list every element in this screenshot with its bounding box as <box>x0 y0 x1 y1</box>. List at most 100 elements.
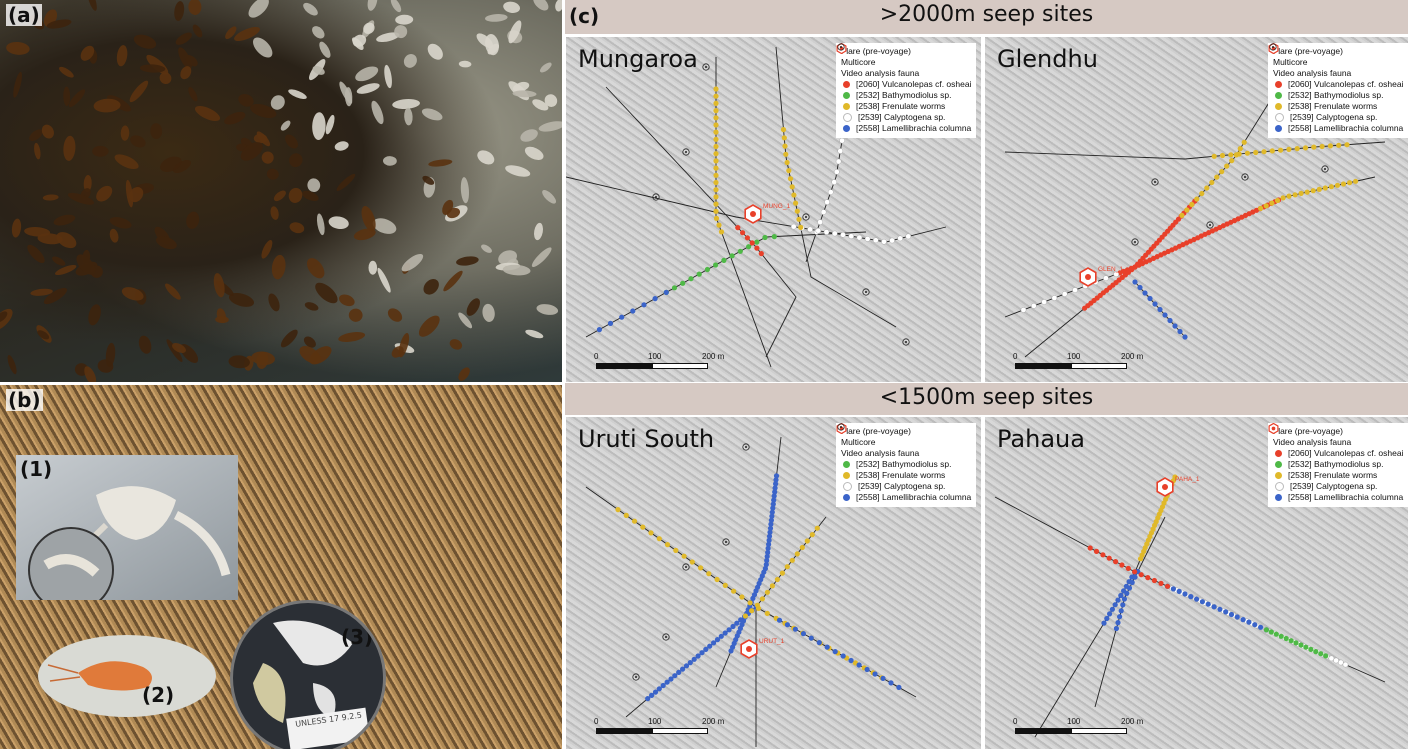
fauna-observation-calyptogena <box>817 219 823 225</box>
fauna-observation-vulcanolepas <box>1119 562 1125 568</box>
fauna-observation-lamellibrachia <box>1199 599 1205 605</box>
multicore-marker <box>702 63 710 71</box>
fauna-observation-frenulate <box>1336 142 1342 148</box>
fauna-observation-frenulate <box>673 547 679 553</box>
fauna-observation-calyptogena <box>872 237 879 244</box>
legend-fauna-label: [2558] Lamellibrachia columna <box>1288 123 1404 133</box>
fauna-observation-vulcanolepas <box>1087 545 1093 551</box>
fauna-observation-bathymodiolus <box>1263 627 1269 633</box>
flare-icon <box>1268 423 1279 434</box>
multicore-marker <box>1151 178 1159 186</box>
fauna-observation-calyptogena <box>1337 659 1344 666</box>
inset-2-shrimp: (2) <box>38 635 216 717</box>
fauna-observation-frenulate <box>1286 193 1292 199</box>
fauna-observation-calyptogena <box>815 227 822 234</box>
fauna-observation-bathymodiolus <box>688 276 694 282</box>
inset-3-sample-jar: UNLESS 17 9.2.5 (3) <box>230 600 386 749</box>
survey-track <box>625 516 827 718</box>
fauna-observation-calyptogena <box>820 209 827 215</box>
fauna-observation-frenulate <box>713 86 719 92</box>
fauna-observation-lamellibrachia <box>772 489 778 495</box>
fauna-observation-lamellibrachia <box>1124 590 1130 596</box>
fauna-observation-vulcanolepas <box>1113 559 1119 565</box>
fauna-observation-frenulate <box>716 222 722 228</box>
fauna-observation-vulcanolepas <box>1100 552 1106 558</box>
fauna-observation-lamellibrachia <box>766 533 773 539</box>
fauna-observation-calyptogena <box>831 179 838 185</box>
flare-marker: GLEN_1 <box>1079 266 1123 287</box>
scale-bar-white <box>1071 728 1127 734</box>
crab-specimen <box>28 486 231 600</box>
fauna-observation-lamellibrachia <box>652 689 659 695</box>
map-uruti-south: URUT_1 Uruti South Flare (pre-voyage) Multi… <box>566 417 981 749</box>
legend-fauna-label: [2532] Bathymodiolus sp. <box>1288 90 1384 100</box>
fauna-observation-frenulate <box>713 93 719 99</box>
multicore-marker <box>722 538 730 546</box>
fauna-observation-lamellibrachia <box>641 302 647 308</box>
fauna-observation-frenulate <box>1211 153 1217 159</box>
fauna-observation-frenulate <box>713 201 719 207</box>
scale-tick-200: 200 m <box>702 717 725 726</box>
fauna-observation-lamellibrachia <box>1157 306 1163 313</box>
fauna-observation-lamellibrachia <box>1205 601 1211 607</box>
fauna-observation-lamellibrachia <box>856 662 862 668</box>
survey-track <box>585 486 917 698</box>
scale-tick-100: 100 <box>648 717 662 726</box>
legend-fauna-row: [2532] Bathymodiolus sp. <box>1273 459 1403 470</box>
fauna-observation-lamellibrachia <box>1107 611 1113 617</box>
fauna-observation-frenulate <box>713 187 719 193</box>
fauna-observation-frenulate <box>1263 203 1269 209</box>
legend-fauna-label: [2558] Lamellibrachia columna <box>856 492 972 502</box>
legend-dot-frenulate <box>843 103 850 110</box>
fauna-observation-lamellibrachia <box>1240 617 1246 623</box>
fauna-observation-lamellibrachia <box>766 537 772 543</box>
fauna-observation-calyptogena <box>1103 275 1109 281</box>
legend-dot-frenulate <box>1275 103 1282 110</box>
fauna-observation-lamellibrachia <box>699 650 705 656</box>
fauna-observation-lamellibrachia <box>695 653 701 659</box>
fauna-observation-frenulate <box>1304 189 1310 195</box>
fauna-observation-lamellibrachia <box>649 692 655 698</box>
map-glendhu: GLEN_1 Glendhu Flare (pre-voyage) Multicore… <box>985 37 1408 382</box>
flare-label: MUNG_1 <box>763 203 790 210</box>
fauna-observation-lamellibrachia <box>1176 588 1182 594</box>
fauna-observation-frenulate <box>780 127 787 133</box>
fauna-observation-lamellibrachia <box>771 497 777 503</box>
legend-fauna-row: [2538] Frenulate worms <box>841 101 971 112</box>
legend-fauna-row: [2532] Bathymodiolus sp. <box>1273 90 1403 101</box>
multicore-marker <box>1131 238 1139 246</box>
fauna-observation-vulcanolepas <box>744 235 750 241</box>
legend-dot-calyptogena <box>843 482 852 491</box>
multicore-marker <box>802 213 810 221</box>
fauna-observation-bathymodiolus <box>713 262 719 268</box>
fauna-observation-frenulate <box>774 576 780 583</box>
fauna-observation-frenulate <box>787 176 794 182</box>
fauna-observation-frenulate <box>754 602 760 608</box>
legend-fauna-row: [2538] Frenulate worms <box>1273 101 1403 112</box>
scale-tick-0: 0 <box>1013 717 1018 726</box>
fauna-observation-bathymodiolus <box>1303 644 1309 650</box>
survey-track <box>605 86 797 358</box>
scale-tick-0: 0 <box>1013 352 1018 361</box>
map-canvas: GLEN_1 <box>1004 76 1386 358</box>
fauna-observation-frenulate <box>764 589 770 595</box>
legend-fauna-row: [2558] Lamellibrachia columna <box>1273 492 1403 503</box>
site-name: Mungaroa <box>578 45 698 73</box>
fauna-observation-calyptogena <box>848 233 855 239</box>
fauna-observation-frenulate <box>631 518 638 524</box>
map-mungaroa: MUNG_1 Mungaroa Flare (pre-voyage) Multicor… <box>566 37 981 382</box>
fauna-observation-frenulate <box>1292 192 1298 198</box>
legend-fauna-label: [2539] Calyptogena sp. <box>858 112 946 122</box>
map-canvas: PAHA_1 <box>994 474 1386 738</box>
legend-fauna-label: [2558] Lamellibrachia columna <box>1288 492 1404 502</box>
fauna-observation-frenulate <box>784 159 790 166</box>
site-name: Glendhu <box>997 45 1098 73</box>
legend-fauna-row: [2539] Calyptogena sp. <box>841 112 971 123</box>
legend-fauna-row: [2060] Vulcanolepas cf. osheai <box>841 79 971 90</box>
fauna-observation-frenulate <box>1344 142 1350 148</box>
fauna-observation-frenulate <box>1184 207 1190 213</box>
fauna-observation-frenulate <box>781 135 787 141</box>
fauna-observation-frenulate <box>1224 163 1230 169</box>
fauna-observation-frenulate <box>1298 190 1304 196</box>
fauna-observation-calyptogena <box>1342 661 1349 668</box>
